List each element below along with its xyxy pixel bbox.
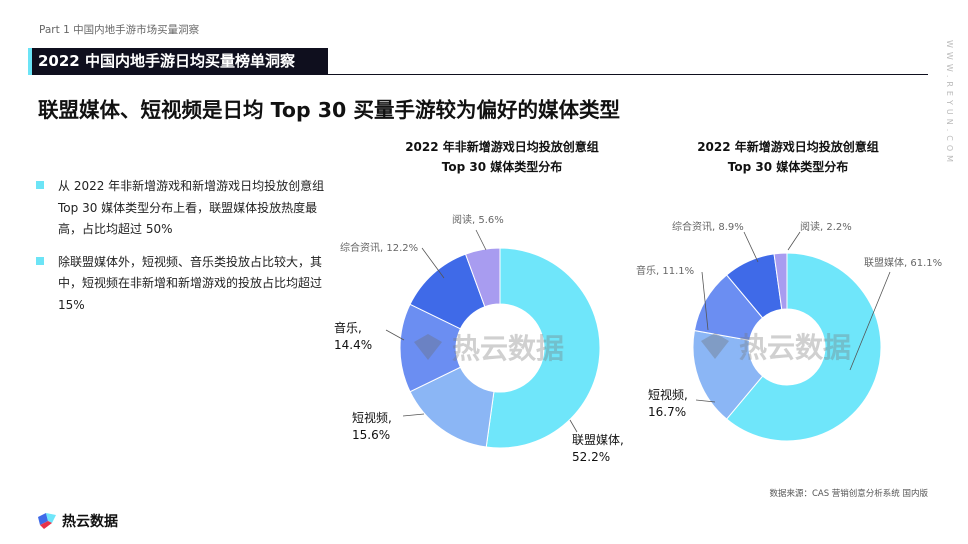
logo-icon [38, 513, 56, 529]
slice-label-阅读: 阅读, 5.6% [452, 213, 504, 226]
banner-accent [28, 48, 32, 75]
slice-label-短视频: 短视频, 16.7% [648, 387, 688, 419]
section-banner: 2022 中国内地手游日均买量榜单洞察 [28, 48, 328, 75]
leader-line [743, 231, 759, 263]
leader-line [421, 247, 445, 279]
slice-label-联盟媒体: 联盟媒体, 52.2% [572, 433, 624, 464]
chart-title-left: 2022 年非新增游戏日均投放创意组 Top 30 媒体类型分布 [352, 137, 652, 177]
leader-line [849, 271, 891, 371]
chart-title-right: 2022 年新增游戏日均投放创意组 Top 30 媒体类型分布 [638, 137, 938, 177]
donut-slice-短视频 [692, 329, 764, 420]
bullet-text: 除联盟媒体外，短视频、音乐类投放占比较大，其中，短视频在非新增和新增游戏的投放占… [58, 254, 323, 312]
chart-title-line: Top 30 媒体类型分布 [727, 160, 849, 174]
bullet-text: 从 2022 年非新增游戏和新增游戏日均投放创意组 Top 30 媒体类型分布上… [58, 179, 325, 236]
donut-slice-联盟媒体 [725, 252, 882, 442]
donut-slice-联盟媒体 [485, 247, 601, 449]
donut-slice-阅读 [464, 247, 501, 308]
chart-title-line: 2022 年新增游戏日均投放创意组 [697, 140, 879, 154]
slice-label-综合资讯: 综合资讯, 8.9% [672, 220, 744, 233]
chart-watermark: 热云数据 [452, 332, 564, 365]
leader-line [385, 329, 405, 341]
leader-line [695, 399, 716, 403]
banner-rule [328, 74, 928, 75]
bullet-item: 从 2022 年非新增游戏和新增游戏日均投放创意组 Top 30 媒体类型分布上… [36, 176, 336, 241]
slice-label-联盟媒体: 联盟媒体, 61.1% [864, 257, 942, 269]
chart-title-line: 2022 年非新增游戏日均投放创意组 [405, 140, 599, 154]
bullet-list: 从 2022 年非新增游戏和新增游戏日均投放创意组 Top 30 媒体类型分布上… [36, 176, 336, 327]
bullet-item: 除联盟媒体外，短视频、音乐类投放占比较大，其中，短视频在非新增和新增游戏的投放占… [36, 252, 336, 317]
data-source: 数据来源：CAS 营销创意分析系统 国内版 [769, 489, 928, 499]
leader-line [787, 231, 801, 251]
part-label: Part 1 中国内地手游市场买量洞察 [39, 24, 200, 36]
slice-label-音乐: 音乐, 11.1% [636, 264, 694, 277]
brand-logo: 热云数据 [36, 511, 118, 531]
chart-title-line: Top 30 媒体类型分布 [441, 160, 563, 174]
leader-line [475, 229, 487, 251]
bullet-square-icon [36, 256, 44, 265]
slice-label-音乐: 音乐, 14.4% [334, 320, 372, 352]
leader-line [701, 271, 709, 331]
chart-watermark: 热云数据 [739, 331, 851, 364]
slice-label-阅读: 阅读, 2.2% [800, 220, 852, 233]
leader-line [569, 419, 578, 433]
page-headline: 联盟媒体、短视频是日均 Top 30 买量手游较为偏好的媒体类型 [38, 98, 620, 122]
watermark-logo-icon [701, 333, 729, 359]
slice-label-综合资讯: 综合资讯, 12.2% [340, 241, 418, 254]
donut-slice-阅读 [773, 252, 788, 310]
logo-text: 热云数据 [62, 514, 118, 530]
slice-label-短视频: 短视频, 15.6% [352, 410, 392, 442]
side-url: WWW.REYUN.COM [945, 40, 954, 167]
bullet-square-icon [36, 181, 44, 189]
leader-line [402, 413, 425, 417]
watermark-logo-icon [414, 334, 442, 360]
